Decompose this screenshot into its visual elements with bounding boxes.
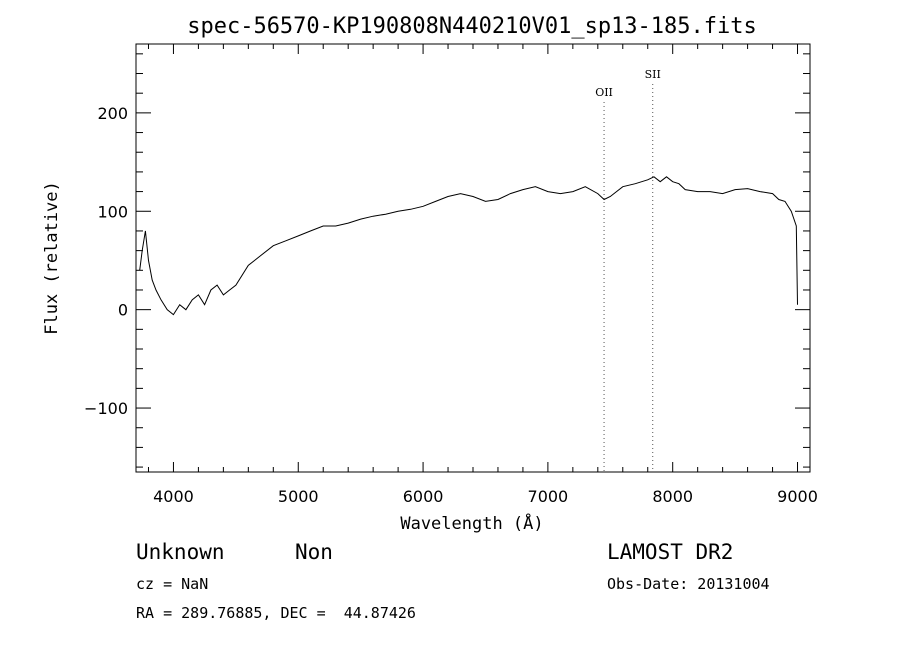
emission-line-label: SII <box>645 68 661 81</box>
x-tick-label: 6000 <box>403 487 444 506</box>
x-axis-label: Wavelength (Å) <box>400 512 543 534</box>
y-tick-label: 100 <box>97 202 128 221</box>
axis-ticks: 4000 5000 6000 7000 8000 9000 −100 0 100 200 <box>84 44 818 506</box>
y-tick-label: 0 <box>118 301 128 320</box>
spectral-class: Unknown <box>136 540 225 564</box>
plot-frame <box>135 43 811 473</box>
chart-title: spec-56570-KP190808N440210V01_sp13-185.f… <box>187 14 757 39</box>
redshift-value: cz = NaN <box>136 575 209 593</box>
emission-line-label: OII <box>595 86 613 99</box>
spectrum-line <box>139 176 798 316</box>
coordinates: RA = 289.76885, DEC = 44.87426 <box>136 604 416 622</box>
x-tick-label: 4000 <box>153 487 194 506</box>
y-tick-label: −100 <box>84 399 128 418</box>
x-tick-label: 5000 <box>278 487 319 506</box>
survey-name: LAMOST DR2 <box>607 540 734 564</box>
x-tick-label: 8000 <box>652 487 693 506</box>
y-axis-label: Flux (relative) <box>42 181 62 335</box>
emission-lines: OII SII <box>595 68 661 472</box>
y-tick-label: 200 <box>97 104 128 123</box>
x-tick-label: 9000 <box>777 487 818 506</box>
spectral-subclass: Non <box>295 540 333 564</box>
obs-date: Obs-Date: 20131004 <box>607 575 770 593</box>
x-tick-label: 7000 <box>528 487 569 506</box>
